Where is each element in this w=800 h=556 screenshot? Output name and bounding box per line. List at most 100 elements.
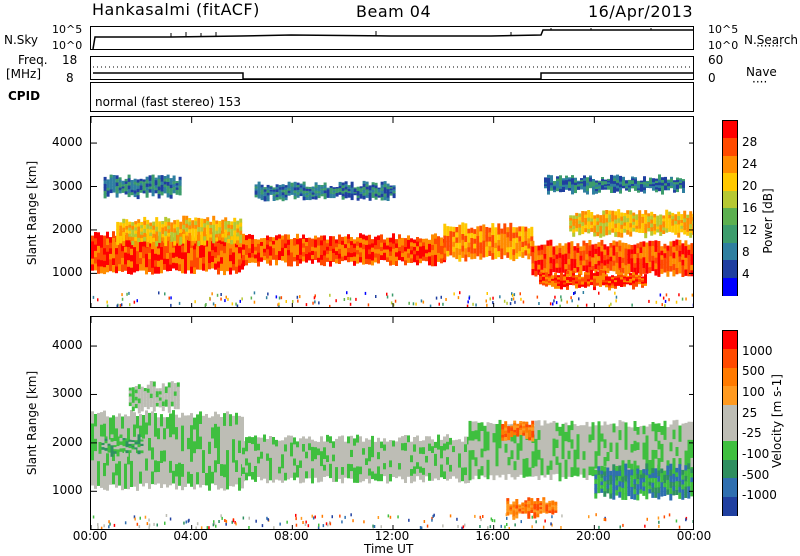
power-cell: [242, 239, 245, 245]
power-cell: [651, 265, 655, 272]
power-cell: [100, 254, 103, 261]
power-cell: [579, 246, 583, 252]
power-cell: [575, 218, 579, 223]
velocity-cell: [134, 447, 138, 450]
cpid-strip: normal (fast stereo) 153: [90, 82, 694, 112]
power-cell: [559, 188, 562, 193]
power-cell: [116, 229, 120, 234]
velocity-cell: [522, 428, 526, 432]
power-cell: [182, 224, 186, 230]
power-cell: [230, 221, 234, 226]
velocity-cell: [362, 467, 365, 475]
velocity-cell: [235, 472, 238, 485]
power-cell: [302, 193, 306, 198]
velocity-cell: [377, 445, 380, 453]
power-cell: [458, 242, 462, 250]
power-cell: [344, 248, 347, 253]
power-cell: [473, 248, 477, 254]
power-cell: [245, 254, 248, 261]
velocity-cell: [302, 459, 305, 468]
power-cell: [586, 191, 589, 195]
power-cell: [599, 215, 603, 220]
power-cell: [154, 185, 158, 189]
power-cell: [658, 177, 661, 181]
power-scatter: [485, 299, 487, 303]
velocity-cell: [178, 462, 181, 475]
velocity-cell: [314, 441, 317, 448]
velocity-cell: [133, 449, 136, 463]
power-cell: [121, 251, 124, 259]
velocity-cell: [624, 431, 628, 442]
power-cell: [368, 187, 372, 191]
power-scatter: [422, 300, 425, 304]
velocity-cell: [645, 486, 649, 494]
power-cell: [458, 255, 462, 262]
velocity-cell: [148, 412, 151, 427]
velocity-cell: [320, 443, 323, 452]
power-cell: [296, 192, 300, 196]
velocity-cell: [392, 446, 395, 454]
power-cell: [581, 278, 584, 281]
power-scatter: [318, 301, 320, 305]
power-cell: [203, 236, 207, 242]
power-cell: [617, 232, 621, 238]
power-cell: [166, 258, 169, 266]
velocity-cell: [449, 458, 452, 466]
power-cell: [654, 251, 658, 259]
power-cell: [623, 280, 626, 283]
power-cell: [103, 267, 106, 275]
power-cell: [610, 183, 613, 188]
power-cell: [626, 282, 629, 285]
velocity-cell: [425, 469, 428, 477]
velocity-cell: [588, 466, 592, 476]
velocity-cell: [164, 402, 168, 407]
velocity-cell: [624, 481, 628, 489]
velocity-cell: [101, 445, 105, 448]
power-scatter: [265, 296, 268, 300]
velocity-cell: [413, 444, 416, 453]
power-cell: [464, 235, 468, 243]
velocity-cell: [618, 450, 622, 461]
velocity-cell: [642, 477, 646, 483]
power-cell: [305, 195, 309, 198]
power-cell: [323, 250, 326, 257]
velocity-scatter: [420, 526, 423, 529]
power-cell: [649, 177, 652, 180]
power-cell: [362, 195, 366, 200]
power-cell: [625, 183, 628, 186]
velocity-cell: [431, 453, 434, 461]
power-cell: [133, 181, 137, 186]
velocity-cell: [125, 441, 129, 445]
power-cell: [161, 221, 165, 225]
power-cell: [151, 192, 155, 197]
velocity-cell: [606, 461, 610, 471]
power-cell: [131, 233, 135, 238]
velocity-cell: [525, 424, 529, 428]
power-cell: [199, 257, 202, 265]
power-ytick-label: 2000: [52, 221, 83, 236]
power-cell: [245, 259, 248, 266]
velocity-cell: [128, 443, 132, 447]
power-cell: [212, 224, 216, 230]
power-cell: [419, 258, 422, 264]
velocity-cell: [124, 476, 127, 489]
power-cell: [299, 189, 303, 193]
velocity-cell: [531, 467, 535, 477]
power-scatter: [343, 298, 346, 301]
power-cell: [473, 238, 477, 245]
power-scatter: [571, 299, 573, 303]
power-cell: [547, 184, 550, 189]
velocity-cell: [350, 449, 353, 458]
power-cell: [124, 178, 128, 182]
power-cell: [410, 254, 413, 259]
velocity-cell: [446, 449, 449, 458]
power-cell: [631, 182, 634, 185]
velocity-cell: [122, 446, 126, 449]
velocity-cell: [486, 431, 490, 442]
power-cell: [599, 278, 602, 282]
velocity-cell: [293, 472, 296, 481]
velocity-cell: [131, 449, 135, 452]
power-cell: [599, 272, 602, 277]
velocity-cell: [175, 439, 178, 453]
power-cell: [539, 281, 542, 285]
